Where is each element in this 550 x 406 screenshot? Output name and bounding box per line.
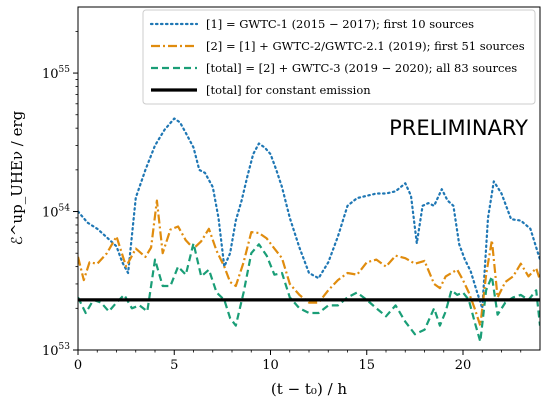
legend-label-2: [2] = [1] + GWTC-2/GWTC-2.1 (2019); firs…	[206, 39, 525, 53]
legend-label-4: [total] for constant emission	[206, 83, 371, 97]
x-tick-label: 15	[358, 358, 375, 373]
series-line-1	[78, 117, 540, 310]
legend: [1] = GWTC-1 (2015 − 2017); first 10 sou…	[142, 9, 536, 105]
y-tick-label: 1054	[42, 204, 70, 221]
series-layer	[78, 117, 540, 343]
legend-label-1: [1] = GWTC-1 (2015 − 2017); first 10 sou…	[206, 17, 474, 31]
x-tick-label: 20	[455, 358, 472, 373]
x-tick-label: 0	[74, 358, 82, 373]
legend-label-3: [total] = [2] + GWTC-3 (2019 − 2020); al…	[206, 61, 517, 75]
y-tick-label: 1055	[42, 65, 70, 82]
series-line-3	[78, 242, 540, 343]
legend-box	[142, 9, 536, 105]
series-line-2	[78, 199, 540, 327]
ticks-layer: 0 5 10 15 20 1053 1054 1055	[42, 30, 522, 373]
y-tick-label: 1053	[42, 342, 70, 359]
y-axis-label: ℰ^up_UHEν / erg	[8, 110, 26, 245]
x-axis-label: (t − t₀) / h	[271, 380, 347, 398]
x-tick-label: 10	[262, 358, 279, 373]
x-tick-label: 5	[170, 358, 178, 373]
legend-items: [1] = GWTC-1 (2015 − 2017); first 10 sou…	[149, 17, 525, 97]
preliminary-annotation: PRELIMINARY	[389, 116, 528, 140]
